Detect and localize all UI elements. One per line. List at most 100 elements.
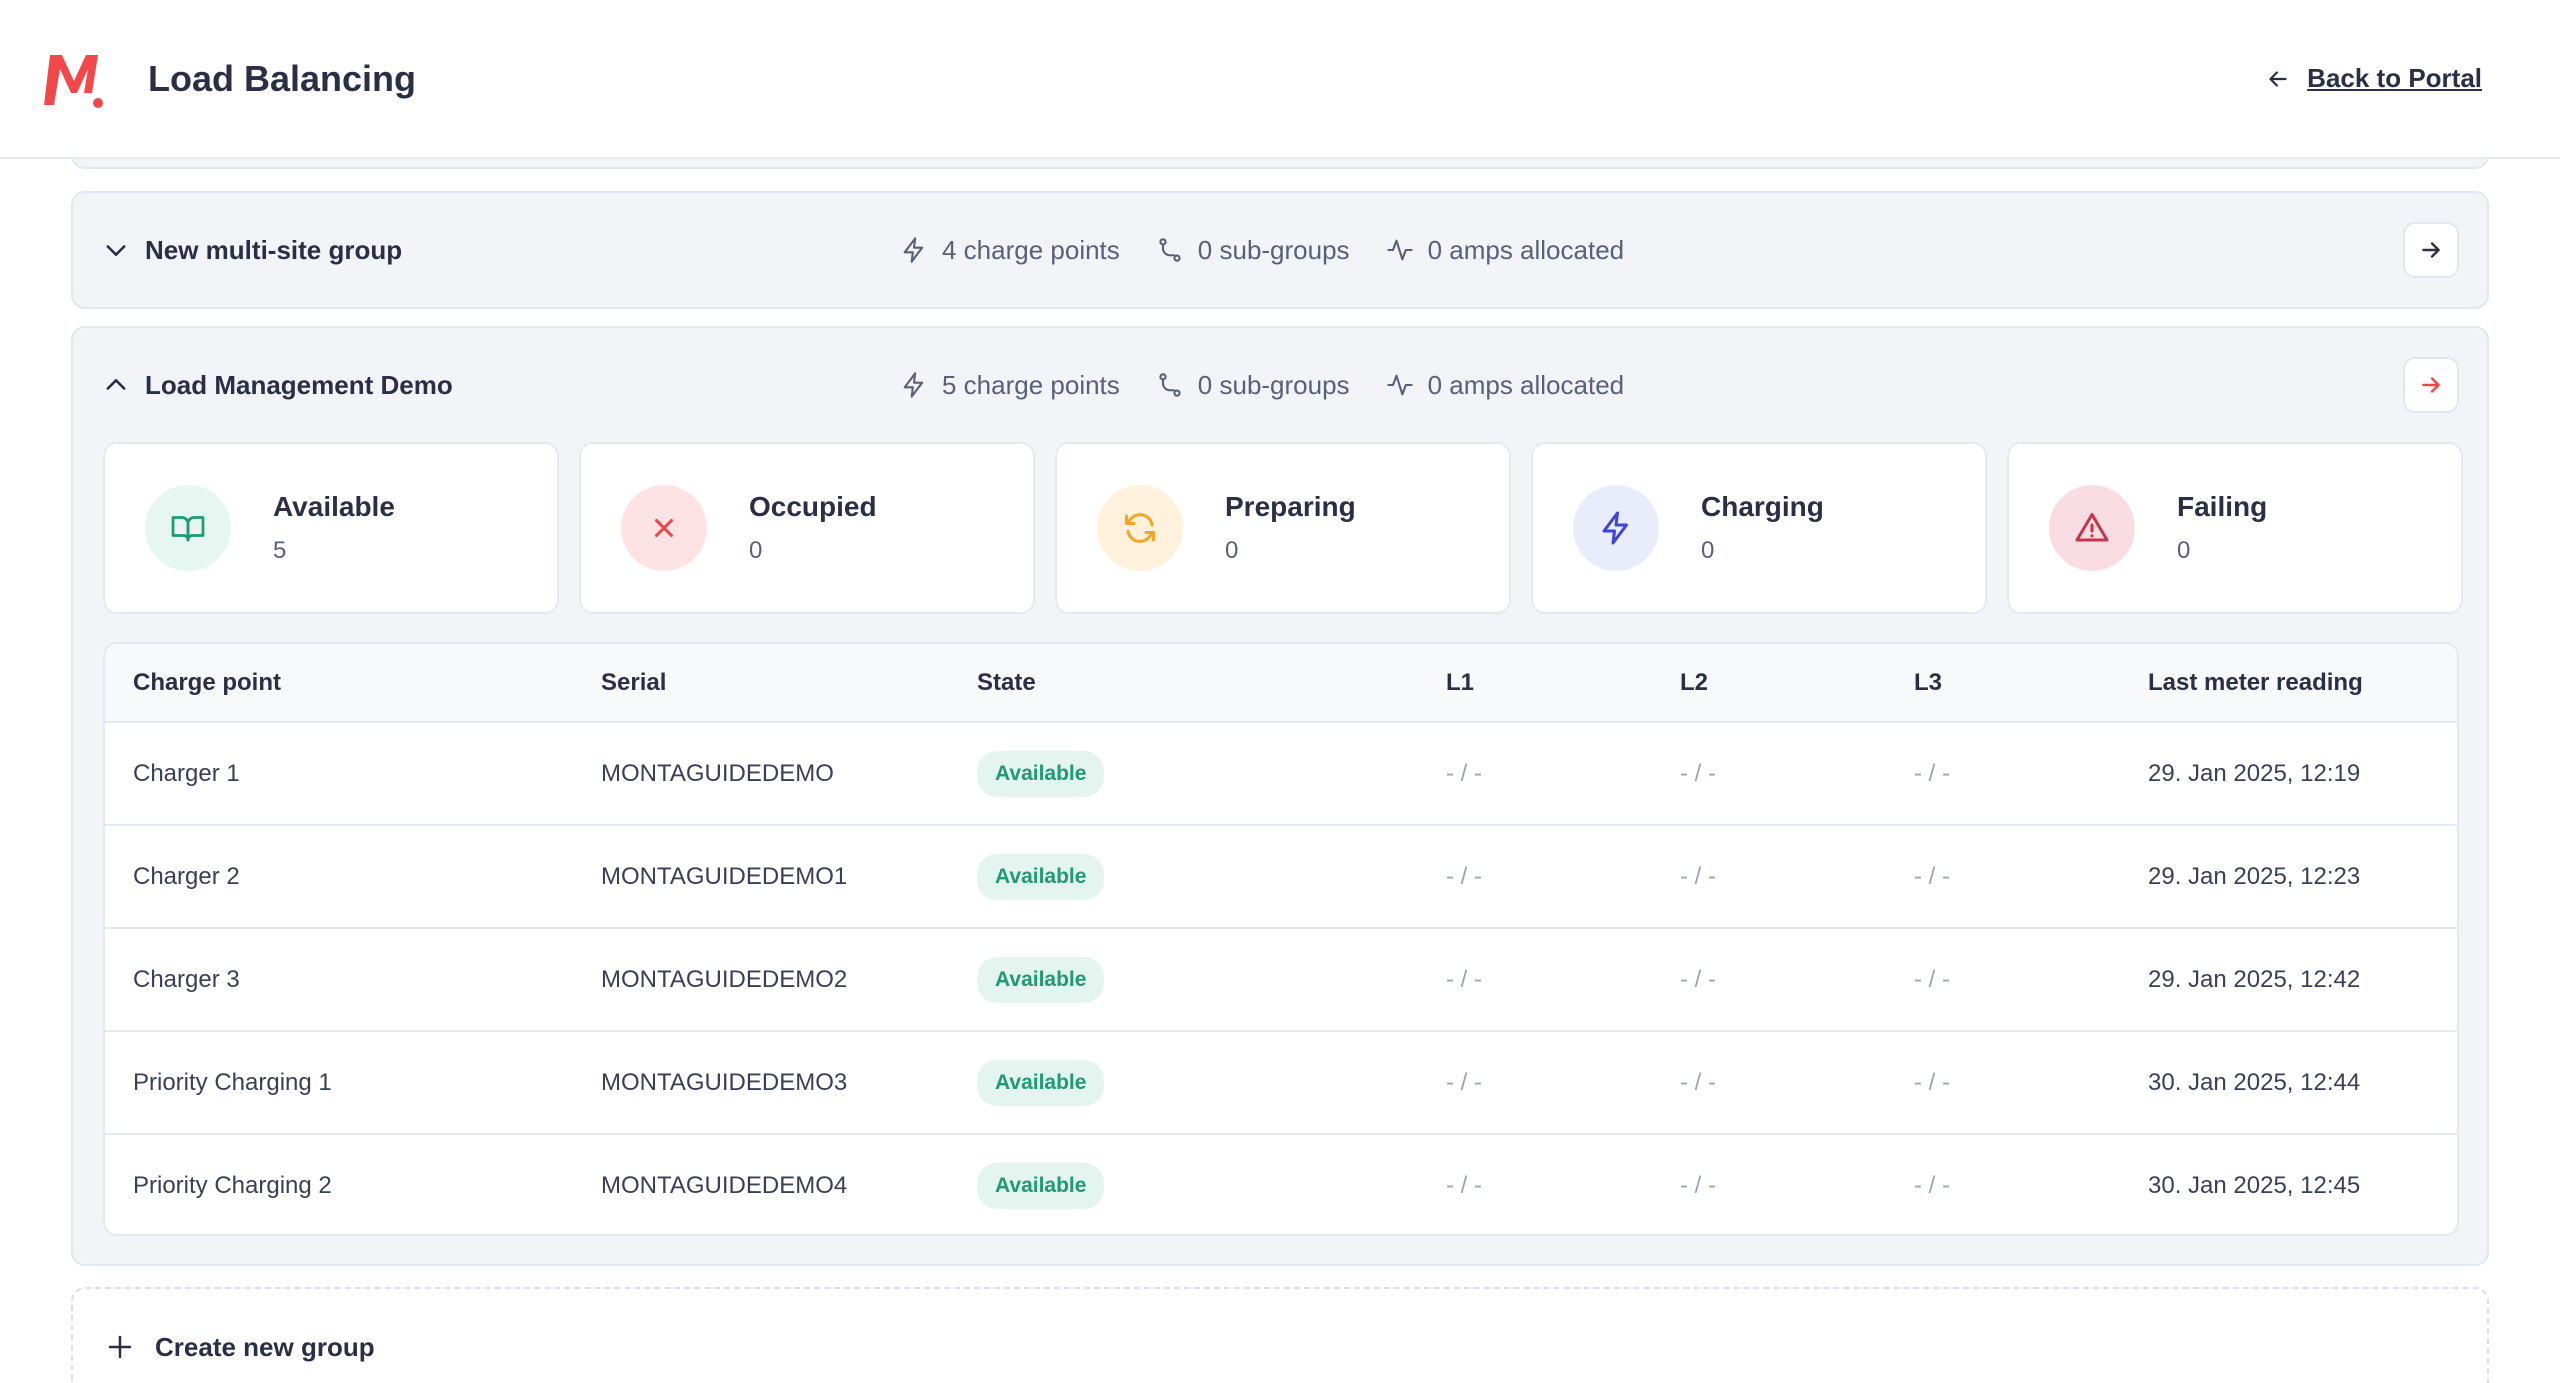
cell-l3: - / - <box>1914 928 2148 1032</box>
column-header-l2[interactable]: L2 <box>1680 644 1914 723</box>
branch-icon <box>1159 238 1181 262</box>
status-count: 0 <box>1701 537 1715 564</box>
cell-charge-point: Priority Charging 2 <box>133 1172 332 1199</box>
cell-serial: MONTAGUIDEDEMO <box>601 722 977 826</box>
table-row[interactable]: Priority Charging 1 MONTAGUIDEDEMO3 Avai… <box>105 1031 2457 1135</box>
sub-groups-stat: 0 sub-groups <box>1156 370 1350 401</box>
column-header-charge-point[interactable]: Charge point <box>105 644 601 723</box>
status-label: Failing <box>2177 491 2268 522</box>
group-name: New multi-site group <box>145 234 403 265</box>
cell-l1: - / - <box>1446 1172 1482 1199</box>
chevron-down-icon[interactable] <box>101 235 131 265</box>
bolt-icon <box>903 237 924 263</box>
cell-charge-point: Charger 1 <box>105 722 601 826</box>
status-badge: Available <box>977 1059 1105 1106</box>
amps-stat: 0 amps allocated <box>1386 235 1624 266</box>
refresh-icon <box>1097 485 1183 571</box>
cell-charge-point: Charger 3 <box>105 928 601 1032</box>
status-count: 0 <box>1225 537 1239 564</box>
cell-l1: - / - <box>1446 722 1680 826</box>
status-label: Occupied <box>749 491 877 522</box>
cell-l2: - / - <box>1680 825 1914 929</box>
back-to-portal-label: Back to Portal <box>2307 63 2482 93</box>
cell-charge-point: Priority Charging 1 <box>105 1031 601 1135</box>
status-label: Preparing <box>1225 491 1356 522</box>
group-name: Load Management Demo <box>145 369 453 400</box>
group-stats: 5 charge points 0 sub-groups 0 amps allo… <box>900 328 1624 442</box>
table-row[interactable]: Charger 1 MONTAGUIDEDEMO Available - / -… <box>105 722 2457 826</box>
monta-logo[interactable] <box>40 49 108 109</box>
create-new-group-button[interactable]: Create new group <box>71 1287 2489 1383</box>
table-row[interactable]: Priority Charging 2 MONTAGUIDEDEMO4 Avai… <box>105 1134 2457 1234</box>
open-group-button[interactable] <box>2403 222 2459 278</box>
cell-state: Available <box>977 928 1446 1032</box>
status-card-preparing: Preparing 0 <box>1055 442 1511 614</box>
status-badge: Available <box>977 750 1105 797</box>
branch-icon <box>1159 373 1181 397</box>
cell-serial: MONTAGUIDEDEMO4 <box>601 1172 848 1199</box>
status-label: Charging <box>1701 491 1824 522</box>
column-header-l1[interactable]: L1 <box>1446 644 1680 723</box>
cell-state: Available <box>977 825 1446 929</box>
cell-l1: - / - <box>1446 928 1680 1032</box>
cell-state: Available <box>977 1134 1446 1234</box>
status-card-failing: Failing 0 <box>2007 442 2463 614</box>
cell-serial: MONTAGUIDEDEMO1 <box>601 825 977 929</box>
plus-icon <box>108 1335 132 1359</box>
status-card-occupied: Occupied 0 <box>579 442 1035 614</box>
cell-serial: MONTAGUIDEDEMO3 <box>601 1031 977 1135</box>
back-to-portal-link[interactable]: Back to Portal <box>2265 63 2482 94</box>
status-count: 0 <box>749 537 763 564</box>
cell-serial: MONTAGUIDEDEMO2 <box>601 928 977 1032</box>
column-header-serial[interactable]: Serial <box>601 644 977 723</box>
status-count: 5 <box>273 537 287 564</box>
arrow-right-icon <box>2422 242 2440 258</box>
book-open-icon <box>145 485 231 571</box>
cell-l3: - / - <box>1914 1031 2148 1135</box>
amps-stat: 0 amps allocated <box>1386 370 1624 401</box>
sub-groups-stat: 0 sub-groups <box>1156 235 1350 266</box>
cell-l2: - / - <box>1680 722 1914 826</box>
cell-last-meter-reading: 29. Jan 2025, 12:19 <box>2148 722 2457 826</box>
status-summary: Available 5 Occupied 0 Preparing <box>103 442 2463 614</box>
cell-state: Available <box>977 1031 1446 1135</box>
open-group-button[interactable] <box>2403 357 2459 413</box>
arrow-right-icon <box>2422 377 2440 393</box>
group-card-new-multi-site: New multi-site group 4 charge points 0 s… <box>71 191 2489 309</box>
column-header-state[interactable]: State <box>977 644 1446 723</box>
chevron-up-icon[interactable] <box>101 370 131 400</box>
charge-points-stat: 5 charge points <box>900 370 1120 401</box>
status-card-available: Available 5 <box>103 442 559 614</box>
cell-l3: - / - <box>1914 825 2148 929</box>
table-row[interactable]: Charger 3 MONTAGUIDEDEMO2 Available - / … <box>105 928 2457 1032</box>
charge-points-table: Charge point Serial State L1 L2 L3 Last … <box>103 642 2459 1236</box>
activity-icon <box>1386 239 1413 261</box>
cell-last-meter-reading: 29. Jan 2025, 12:23 <box>2148 825 2457 929</box>
cell-l1: - / - <box>1446 825 1680 929</box>
status-count: 0 <box>2177 537 2191 564</box>
cell-l3: - / - <box>1914 1172 1950 1199</box>
group-card-load-management-demo: Load Management Demo 5 charge points 0 s… <box>71 326 2489 1266</box>
cell-charge-point: Charger 2 <box>105 825 601 929</box>
bolt-icon <box>903 372 924 398</box>
group-stats: 4 charge points 0 sub-groups 0 amps allo… <box>900 193 1624 307</box>
group-header[interactable]: New multi-site group 4 charge points 0 s… <box>73 193 2487 307</box>
group-header[interactable]: Load Management Demo 5 charge points 0 s… <box>73 328 2487 442</box>
status-card-charging: Charging 0 <box>1531 442 1987 614</box>
table-row[interactable]: Charger 2 MONTAGUIDEDEMO1 Available - / … <box>105 825 2457 929</box>
cell-l2: - / - <box>1680 1031 1914 1135</box>
cell-l3: - / - <box>1914 722 2148 826</box>
cell-l2: - / - <box>1680 928 1914 1032</box>
column-header-l3[interactable]: L3 <box>1914 644 2148 723</box>
cell-last-meter-reading: 30. Jan 2025, 12:45 <box>2148 1172 2361 1199</box>
x-icon <box>621 485 707 571</box>
create-new-group-label: Create new group <box>155 1331 375 1362</box>
page-title: Load Balancing <box>148 57 417 99</box>
app-header: Load Balancing Back to Portal <box>0 0 2560 159</box>
main-content: New multi-site group 4 charge points 0 s… <box>0 159 2560 1383</box>
activity-icon <box>1386 374 1413 396</box>
column-header-last-meter-reading[interactable]: Last meter reading <box>2148 644 2457 723</box>
status-badge: Available <box>977 853 1105 900</box>
previous-group-card-edge <box>71 159 2489 169</box>
charge-points-stat: 4 charge points <box>900 235 1120 266</box>
